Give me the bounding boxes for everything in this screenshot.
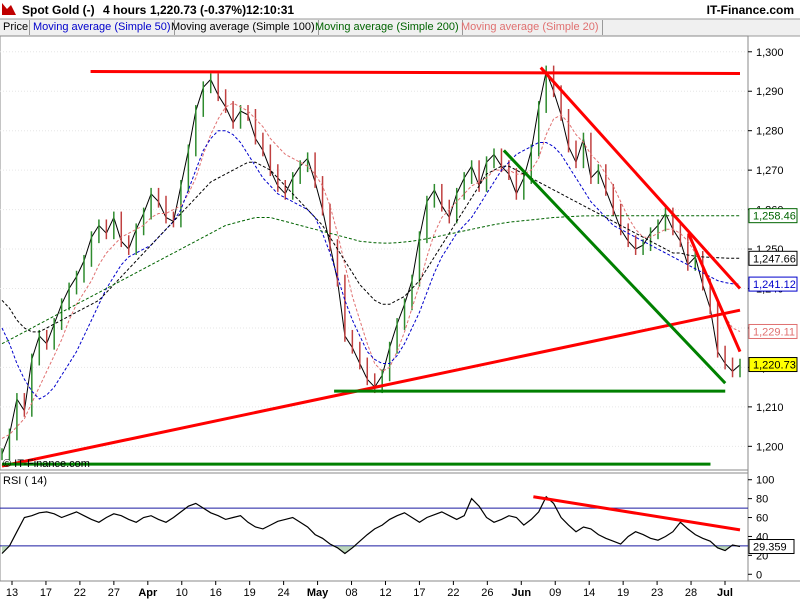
- last-value-label: 1,258.46: [753, 211, 796, 223]
- x-tick-label: Jul: [717, 587, 733, 599]
- last-value-label: 1,220.73: [753, 360, 796, 372]
- x-tick-label: 22: [74, 587, 86, 599]
- x-tick-label: 19: [244, 587, 256, 599]
- trendline: [1, 308, 741, 468]
- x-tick-label: 12: [379, 587, 391, 599]
- rsi-last-box: [748, 539, 795, 555]
- rsi-panel[interactable]: [0, 472, 749, 582]
- x-tick-label: 13: [6, 587, 18, 599]
- x-tick-label: 28: [685, 587, 697, 599]
- trendline: [90, 70, 741, 75]
- brand-label: IT-Finance.com: [706, 3, 794, 17]
- last-value-label: 1,229.11: [753, 326, 795, 338]
- x-tick-label: 24: [277, 587, 289, 599]
- rsi-trendline: [533, 495, 741, 532]
- trendline: [502, 149, 727, 385]
- price-tick-label: 1,270: [756, 165, 784, 177]
- x-tick-label: 19: [617, 587, 629, 599]
- price-tick-label: 1,300: [756, 47, 784, 59]
- price-line: [1, 69, 741, 455]
- x-tick-label: 22: [447, 587, 459, 599]
- ma-line-3: [1, 161, 740, 333]
- last-value-box: [748, 208, 798, 224]
- rsi-tick-label: 80: [756, 494, 768, 506]
- x-tick-label: 10: [176, 587, 188, 599]
- legend-sma-20[interactable]: Moving average (Simple 20): [458, 20, 603, 35]
- x-tick-label: 17: [40, 587, 52, 599]
- legend-sma-200[interactable]: Moving average (Simple 200): [312, 20, 463, 35]
- x-tick-label: Apr: [138, 587, 158, 599]
- last-value-box: [748, 323, 798, 339]
- last-value-label: 1,241.12: [753, 279, 796, 291]
- rsi-label: RSI ( 14): [3, 475, 47, 487]
- trendline: [686, 232, 742, 353]
- rsi-tick-label: 60: [756, 513, 768, 525]
- price-tick-label: 1,280: [756, 126, 784, 138]
- logo-icon: [2, 3, 16, 15]
- price-tick-label: 1,290: [756, 86, 784, 98]
- x-tick-label: 23: [651, 587, 663, 599]
- x-tick-label: May: [307, 587, 329, 599]
- header-bar: Spot Gold (-) 4 hours 1,220.73 (-0.37%) …: [0, 0, 800, 19]
- price-tick-label: 1,210: [756, 402, 784, 414]
- x-tick-label: 27: [108, 587, 120, 599]
- rsi-line: [1, 495, 741, 555]
- ma-line-1: [1, 102, 741, 439]
- instrument-title: Spot Gold (-): [22, 3, 95, 17]
- clock: 12:10:31: [246, 3, 295, 17]
- quote: 1,220.73 (-0.37%): [150, 3, 247, 17]
- legend-sma-100[interactable]: Moving average (Simple 100): [168, 20, 319, 35]
- x-tick-label: Jun: [512, 587, 532, 599]
- ma-line-4: [1, 215, 740, 345]
- price-tick-label: 1,200: [756, 441, 784, 453]
- last-value-box: [748, 276, 798, 292]
- x-tick-label: 26: [481, 587, 493, 599]
- timeframe: 4 hours: [103, 3, 147, 17]
- price-panel[interactable]: [0, 35, 749, 471]
- last-value-box: [748, 250, 798, 266]
- legend-price[interactable]: Price: [0, 20, 30, 35]
- legend-sma-50[interactable]: Moving average (Simple 50): [30, 20, 175, 35]
- rsi-last-label: 29.359: [753, 542, 787, 554]
- rsi-tick-label: 0: [756, 569, 762, 581]
- x-tick-label: 09: [549, 587, 561, 599]
- x-tick-label: 16: [210, 587, 222, 599]
- ma-line-2: [1, 130, 741, 400]
- x-tick-label: 17: [413, 587, 425, 599]
- watermark: © IT-Finance.com: [3, 458, 90, 470]
- x-tick-label: 14: [583, 587, 595, 599]
- last-value-box: [748, 357, 798, 373]
- rsi-tick-label: 100: [756, 475, 774, 487]
- last-value-label: 1,247.66: [753, 253, 796, 265]
- x-tick-label: 08: [345, 587, 357, 599]
- trendline: [539, 66, 742, 290]
